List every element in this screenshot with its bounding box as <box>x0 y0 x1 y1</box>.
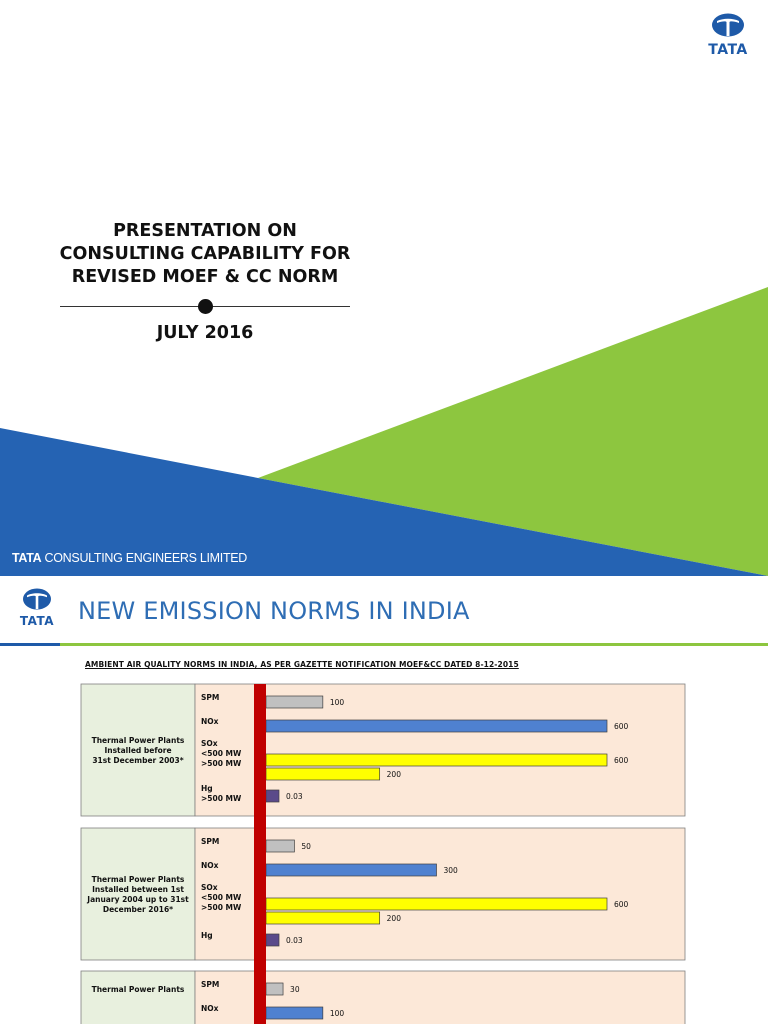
data-label: 200 <box>387 914 402 923</box>
row-label: NOx <box>201 861 219 870</box>
row-label: NOx <box>201 717 219 726</box>
title-line-3: REVISED MOEF & CC NORM <box>71 267 339 287</box>
slide-background-shapes <box>0 287 768 576</box>
company-brand: TATA <box>12 551 42 565</box>
group-label-cell <box>80 970 196 1024</box>
group-label-line: 31st December 2003* <box>92 756 183 765</box>
bar-nox <box>265 863 437 877</box>
presentation-date: JULY 2016 <box>156 323 254 343</box>
title-line-1: PRESENTATION ON <box>113 221 297 241</box>
bar-spm <box>265 982 284 996</box>
data-label: 100 <box>330 1009 345 1018</box>
data-label: 0.03 <box>286 936 303 945</box>
bar-sox <box>265 753 608 767</box>
data-label: 600 <box>614 900 629 909</box>
row-label: SOx <box>201 739 218 748</box>
bar-sox <box>265 911 381 925</box>
divider-dot <box>198 299 213 314</box>
bar-spm <box>265 695 324 709</box>
group-label-line: Thermal Power Plants <box>92 875 185 884</box>
row-label: SPM <box>201 980 219 989</box>
company-name: TATA CONSULTING ENGINEERS LIMITED <box>12 551 247 565</box>
row-label: SOx <box>201 883 218 892</box>
tata-logo: TATA <box>15 587 59 628</box>
tata-emblem-icon <box>712 13 744 37</box>
row-label: Hg <box>201 931 213 940</box>
group-label-line: Thermal Power Plants <box>92 736 185 745</box>
data-label: 100 <box>330 698 345 707</box>
data-label: 50 <box>301 842 311 851</box>
emission-norms-slide: TATA NEW EMISSION NORMS IN INDIA AMBIENT… <box>0 576 768 1024</box>
bar-nox <box>265 1006 324 1020</box>
row-label: >500 MW <box>201 759 242 768</box>
group-label-line: January 2004 up to 31st <box>86 895 189 904</box>
bar-sox <box>265 897 608 911</box>
company-suffix: CONSULTING ENGINEERS LIMITED <box>44 551 248 565</box>
title-line-2: CONSULTING CAPABILITY FOR <box>59 244 351 264</box>
row-label: Hg <box>201 784 213 793</box>
bar-nox <box>265 719 608 733</box>
row-label: >500 MW <box>201 903 242 912</box>
tata-logo-text: TATA <box>19 614 55 628</box>
title-rule-green <box>60 643 768 646</box>
group-label-line: Installed before <box>104 746 171 755</box>
data-label: 200 <box>387 770 402 779</box>
data-label: 600 <box>614 756 629 765</box>
group-label-line: December 2016* <box>103 905 173 914</box>
bar-hg <box>265 789 280 803</box>
title-rule-blue <box>0 643 60 646</box>
group-label-line: Installed between 1st <box>92 885 184 894</box>
chart-title: AMBIENT AIR QUALITY NORMS IN INDIA, AS P… <box>85 660 519 669</box>
data-label: 600 <box>614 722 629 731</box>
title-slide: TATA PRESENTATION ON CONSULTING CAPABILI… <box>0 12 768 576</box>
slide-title: NEW EMISSION NORMS IN INDIA <box>78 597 470 625</box>
row-label: >500 MW <box>201 794 242 803</box>
group-label-cell <box>80 683 196 817</box>
bar-hg <box>265 933 280 947</box>
row-label: <500 MW <box>201 893 242 902</box>
blue-triangle <box>0 428 768 576</box>
row-label: SPM <box>201 693 219 702</box>
green-triangle <box>258 287 768 576</box>
row-label: NOx <box>201 1004 219 1013</box>
chart-axis-bar <box>254 684 266 1024</box>
tata-logo-text: TATA <box>708 42 748 58</box>
row-label: <500 MW <box>201 749 242 758</box>
data-label: 30 <box>290 985 300 994</box>
row-label: SPM <box>201 837 219 846</box>
presentation-title: PRESENTATION ON CONSULTING CAPABILITY FO… <box>30 220 380 289</box>
group-label-line: Thermal Power Plants <box>92 985 185 994</box>
data-label: 300 <box>444 866 459 875</box>
bar-sox <box>265 767 381 781</box>
bar-spm <box>265 839 295 853</box>
group-label-cell <box>80 827 196 961</box>
tata-logo: TATA <box>703 12 753 58</box>
tata-emblem-icon <box>23 588 51 610</box>
data-label: 0.03 <box>286 792 303 801</box>
